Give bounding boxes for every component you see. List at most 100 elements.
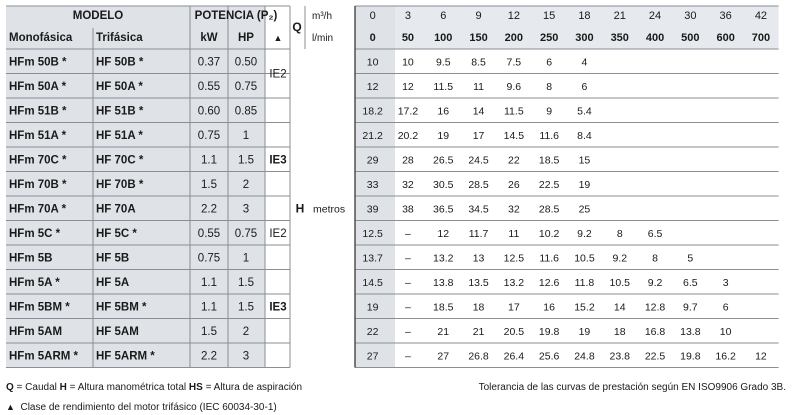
q-lmin-value: 200 <box>505 32 523 44</box>
legend-q-text: = Caudal <box>13 382 60 393</box>
note-text: Clase de rendimiento del motor trifásico… <box>20 402 277 413</box>
power-hp: 1 <box>243 130 249 142</box>
power-kw: 0.75 <box>198 130 220 142</box>
head-value: 16.8 <box>645 326 666 338</box>
footer-legend: Q = Caudal H = Altura manométrica total … <box>6 382 302 393</box>
model-mono: HFm 50A * <box>9 81 67 93</box>
q-m3h-value: 0 <box>370 10 376 22</box>
head-h-label: H <box>296 201 305 215</box>
efficiency-class: IE2 <box>269 228 286 240</box>
head-value: 9 <box>546 105 552 117</box>
head-value: 14 <box>614 301 626 313</box>
power-kw: 2.2 <box>201 203 217 215</box>
head-value: 23.8 <box>610 350 631 362</box>
model-mono: HFm 5ARM * <box>9 350 79 362</box>
head-value: 14.5 <box>362 277 383 289</box>
head-value: 17 <box>508 301 520 313</box>
power-hp: 0.75 <box>235 81 257 93</box>
model-tri: HF 70A <box>96 203 136 215</box>
header-monofasica: Monofásica <box>9 32 73 44</box>
q-m3h-value: 6 <box>440 10 446 22</box>
head-value: 12.5 <box>504 252 525 264</box>
head-value: 19 <box>579 179 591 191</box>
head-value: 24.5 <box>468 154 489 166</box>
head-value: 19.8 <box>539 326 560 338</box>
model-tri: HF 5ARM * <box>96 350 155 362</box>
head-value: 38 <box>402 203 414 215</box>
head-value: 8 <box>546 81 552 93</box>
power-hp: 1.5 <box>238 154 254 166</box>
head-value: 20.5 <box>504 326 525 338</box>
head-value: 26.8 <box>468 350 489 362</box>
q-m3h-value: 9 <box>475 10 481 22</box>
model-tri: HF 70B * <box>96 179 144 191</box>
head-value: 19.8 <box>680 350 701 362</box>
head-value: 14.5 <box>504 130 525 142</box>
head-value: 18.5 <box>433 301 454 313</box>
q-lmin-value: 600 <box>716 32 734 44</box>
head-value: 12 <box>402 81 414 93</box>
power-hp: 1.5 <box>238 301 254 313</box>
model-mono: HFm 51B * <box>9 105 67 117</box>
head-value: 10 <box>720 326 732 338</box>
head-value: 28.5 <box>539 203 560 215</box>
head-value: 26 <box>508 179 520 191</box>
shade-column <box>6 6 190 368</box>
head-value: 17 <box>473 130 485 142</box>
head-value: 21 <box>437 326 449 338</box>
head-value: 17.2 <box>398 105 419 117</box>
head-value: 34.5 <box>468 203 489 215</box>
legend-q-symbol: Q <box>6 382 14 393</box>
head-value: 10.2 <box>539 228 560 240</box>
head-value: 16.2 <box>715 350 736 362</box>
q-lmin-value: 0 <box>370 32 376 44</box>
head-value: 15 <box>579 154 591 166</box>
shade-column <box>355 6 395 368</box>
q-lmin-value: 50 <box>402 32 414 44</box>
q-lmin-value: 300 <box>575 32 593 44</box>
q-m3h-value: 42 <box>755 10 767 22</box>
legend-h-symbol: H <box>59 382 67 393</box>
head-value: 11.7 <box>469 228 489 240</box>
head-value: – <box>405 301 411 313</box>
head-value: 8 <box>652 252 658 264</box>
head-metros-label: metros <box>313 203 345 215</box>
q-m3h-value: 21 <box>614 10 626 22</box>
power-kw: 1.1 <box>201 277 217 289</box>
head-value: 11.5 <box>504 105 524 117</box>
head-value: 32 <box>402 179 414 191</box>
head-value: 27 <box>367 350 379 362</box>
head-value: 10 <box>402 56 414 68</box>
head-value: 19 <box>367 301 379 313</box>
head-value: 11.8 <box>575 277 595 289</box>
head-value: – <box>405 228 411 240</box>
head-value: 18.2 <box>362 105 383 117</box>
head-value: 13 <box>473 252 485 264</box>
note-triangle-icon: ▲ <box>6 402 15 412</box>
head-value: 13.7 <box>362 252 383 264</box>
model-mono: HFm 5B <box>9 252 52 264</box>
head-value: 6.5 <box>648 228 663 240</box>
legend-hs-symbol: HS <box>188 382 203 393</box>
model-mono: HFm 5AM <box>9 326 62 338</box>
head-value: 4 <box>582 56 588 68</box>
efficiency-class: IE3 <box>269 301 286 313</box>
head-value: 6 <box>723 301 729 313</box>
footer-tolerance: Tolerancia de las curvas de prestación s… <box>478 382 786 393</box>
header-kw: kW <box>200 32 217 44</box>
head-value: 39 <box>367 203 379 215</box>
head-value: 8 <box>617 228 623 240</box>
power-kw: 1.1 <box>201 301 217 313</box>
header-hp: HP <box>238 32 254 44</box>
shade-q-first <box>355 6 395 49</box>
head-value: 18 <box>614 326 626 338</box>
power-hp: 2 <box>243 179 249 191</box>
header-trifasica: Trifásica <box>96 32 143 44</box>
q-lmin-value: 400 <box>646 32 664 44</box>
power-kw: 0.75 <box>198 252 220 264</box>
head-value: 19 <box>437 130 449 142</box>
header-triangle-icon: ▲ <box>274 33 283 43</box>
head-value: 22.5 <box>645 350 666 362</box>
head-value: 32 <box>508 203 520 215</box>
head-value: 28.5 <box>468 179 489 191</box>
